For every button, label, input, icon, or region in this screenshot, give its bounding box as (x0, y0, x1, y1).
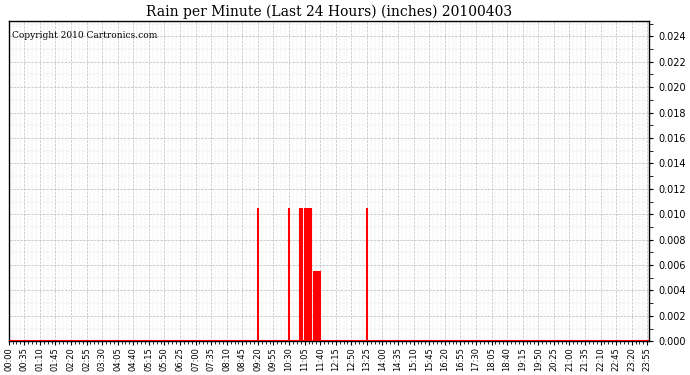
Text: Copyright 2010 Cartronics.com: Copyright 2010 Cartronics.com (12, 31, 157, 40)
Title: Rain per Minute (Last 24 Hours) (inches) 20100403: Rain per Minute (Last 24 Hours) (inches)… (146, 4, 512, 18)
